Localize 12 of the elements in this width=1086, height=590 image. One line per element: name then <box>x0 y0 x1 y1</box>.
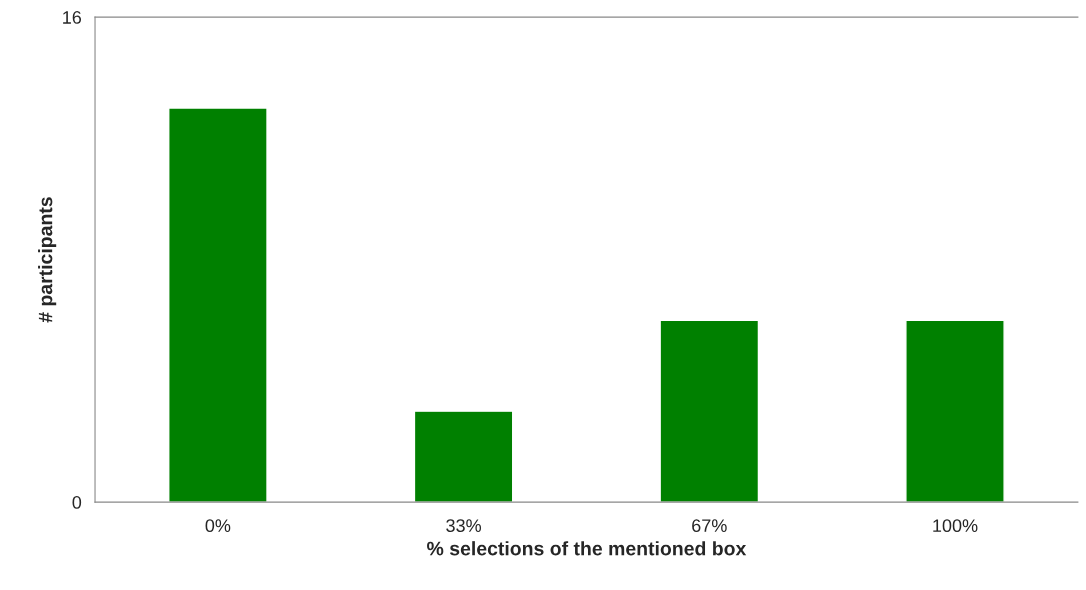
x-tick-label: 33% <box>446 519 482 533</box>
y-tick-label: 0 <box>72 496 82 509</box>
x-tick-label: 0% <box>205 519 231 533</box>
bar <box>905 319 1005 503</box>
x-tick-label: 67% <box>692 519 727 533</box>
x-axis-title: % selections of the mentioned box <box>427 541 747 556</box>
y-tick-label: 16 <box>63 11 82 24</box>
y-axis-title: # participants <box>38 197 57 323</box>
bar <box>659 319 760 503</box>
bar <box>413 410 514 503</box>
bar <box>168 107 268 503</box>
x-tick-label: 100% <box>933 519 978 533</box>
